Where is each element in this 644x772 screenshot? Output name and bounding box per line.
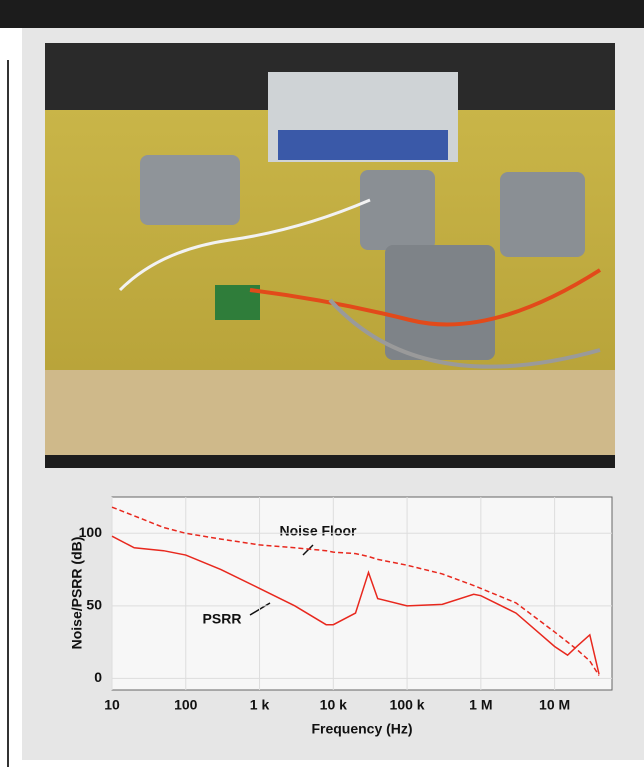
- series-line: [111, 535, 600, 675]
- annotation: PSRR: [203, 611, 242, 627]
- y-axis-label: Noise/PSRR (dB): [69, 537, 85, 650]
- x-tick-label: 100: [174, 697, 198, 713]
- y-tick-label: 50: [86, 597, 102, 613]
- series-line: [111, 506, 600, 676]
- x-tick-label: 10 M: [539, 697, 570, 713]
- annotation: Noise Floor: [279, 523, 357, 539]
- x-tick-label: 10 k: [320, 697, 347, 713]
- x-tick-label: 1 k: [250, 697, 270, 713]
- x-tick-label: 10: [104, 697, 120, 713]
- x-tick-label: 100 k: [390, 697, 425, 713]
- annotation-arrow: [302, 544, 314, 556]
- x-axis-label: Frequency (Hz): [311, 721, 412, 737]
- y-tick-label: 0: [94, 669, 102, 685]
- top-bar: [0, 0, 644, 28]
- photo: [45, 43, 615, 468]
- x-tick-label: 1 M: [469, 697, 492, 713]
- y-tick-label: 100: [79, 524, 103, 540]
